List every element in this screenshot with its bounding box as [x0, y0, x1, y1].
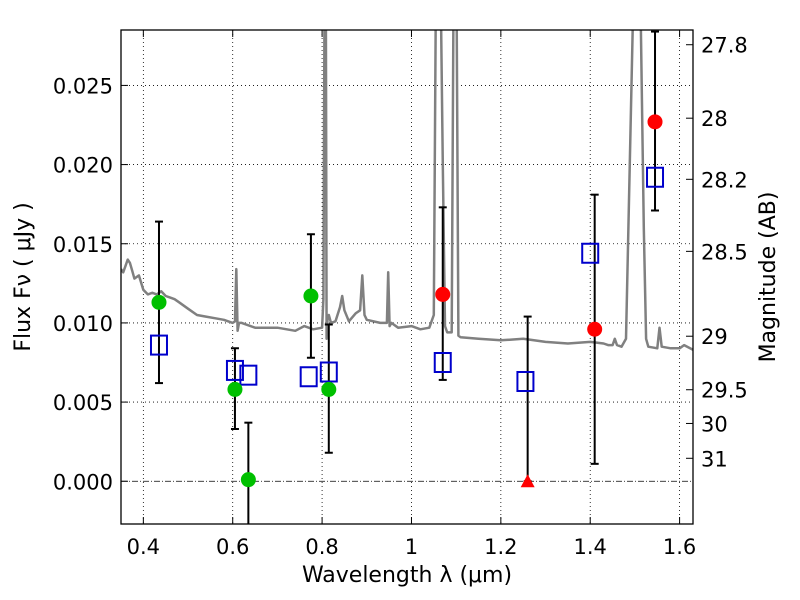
y-tick-label: 0.010 [53, 312, 113, 336]
y-tick-label: 0.000 [53, 470, 113, 494]
green-data-point [227, 381, 243, 397]
plot-area [121, 30, 693, 524]
model-photometry-point [149, 334, 168, 356]
model-photometry-point [225, 359, 244, 381]
y-axis-title-text: Flux Fν ( μJy ) [11, 202, 36, 351]
x-axis-title-text: Wavelength λ (μm) [302, 563, 512, 588]
green-data-point [240, 472, 256, 488]
model-photometry-point [239, 364, 258, 386]
x-tick-label: 0.4 [127, 535, 160, 559]
mag-tick-label: 28.2 [701, 168, 748, 192]
y-tick-label: 0.005 [53, 391, 113, 415]
upper-limit-triangle [520, 474, 535, 488]
model-photometry-point [433, 352, 452, 373]
y-tick-label: 0.020 [53, 154, 113, 178]
mag-tick-label: 28 [701, 107, 728, 131]
y-tick-label: 0.015 [53, 233, 113, 257]
x-tick-label: 0.8 [305, 535, 338, 559]
x-tick-label: 0.6 [216, 535, 249, 559]
mag-tick-label: 31 [701, 447, 728, 471]
red-data-point [647, 114, 663, 130]
model-photometry-point [646, 166, 665, 188]
model-photometry-point [299, 366, 318, 388]
red-data-point [435, 286, 451, 302]
mag-tick-label: 29 [701, 325, 728, 349]
x-tick-label: 1.4 [574, 535, 607, 559]
model-photometry-point [516, 371, 535, 392]
mag-tick-label: 29.5 [701, 379, 748, 403]
x-tick-label: 1 [405, 535, 418, 559]
axis-ticks: 0.4 0.6 0.8 1 1.2 1.4 1.6 0.000 0.005 0.010 0.015 0… [53, 30, 748, 559]
green-data-point [303, 288, 319, 304]
green-data-point [151, 294, 167, 310]
model-photometry-point [581, 242, 600, 264]
mag-tick-label: 28.5 [701, 240, 748, 264]
x-tick-label: 1.6 [663, 535, 696, 559]
grid-lines [121, 30, 693, 524]
x-axis-title: Wavelength λ (μm) [302, 563, 512, 588]
y2-axis-title-text: Magnitude (AB) [756, 192, 781, 363]
mag-tick-label: 27.8 [701, 34, 748, 58]
y-axis-title: Flux Fν ( μJy ) [11, 202, 36, 351]
plot-frame [120, 29, 694, 525]
red-data-point [587, 321, 603, 337]
model-photometry-point [319, 361, 338, 383]
y2-axis-title: Magnitude (AB) [756, 192, 781, 363]
x-tick-label: 1.2 [484, 535, 517, 559]
model-spectrum-line [121, 30, 693, 351]
y-tick-label: 0.025 [53, 74, 113, 98]
green-data-point [321, 381, 337, 397]
mag-tick-label: 30 [701, 412, 728, 436]
